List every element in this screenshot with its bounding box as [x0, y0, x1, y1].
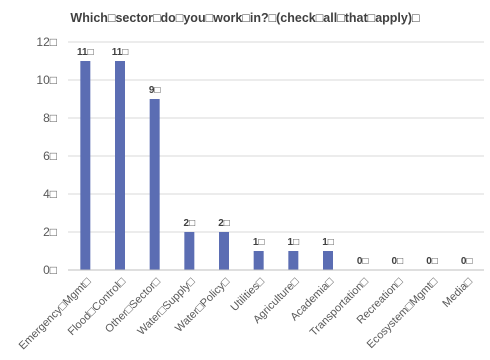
data-label: 1□: [288, 237, 300, 248]
data-label: 0□: [357, 256, 369, 267]
data-label: 11□: [77, 47, 94, 58]
category-label: Media□: [440, 275, 475, 310]
bar: [115, 61, 125, 270]
y-tick-label: 6□: [43, 149, 57, 163]
y-tick-label: 12□: [36, 35, 57, 49]
bar: [288, 251, 299, 270]
data-label: 0□: [392, 256, 404, 267]
gridlines: [68, 41, 484, 233]
bar: [219, 232, 229, 270]
chart-title: Which□sector□do□you□work□in?□(check□all□…: [70, 11, 420, 25]
bar: [80, 61, 91, 270]
bars: [80, 61, 333, 270]
y-tick-label: 0□: [43, 263, 57, 277]
y-tick-label: 2□: [43, 225, 57, 239]
y-tick-label: 10□: [36, 73, 57, 87]
y-tick-label: 4□: [43, 187, 57, 201]
bar: [149, 99, 160, 270]
x-axis-labels: Emergency□Mgmt□Flood□Control□Other□Secto…: [17, 275, 475, 352]
data-label: 0□: [461, 256, 473, 267]
y-axis-ticks: 0□ 2□ 4□ 6□ 8□ 10□ 12□: [36, 35, 57, 277]
data-label: 2□: [184, 218, 196, 229]
data-label: 0□: [426, 256, 438, 267]
y-tick-label: 8□: [43, 111, 57, 125]
data-label: 1□: [253, 237, 265, 248]
data-label: 11□: [112, 47, 129, 58]
bar: [184, 232, 195, 270]
data-label: 1□: [322, 237, 334, 248]
data-label: 2□: [218, 218, 230, 229]
bar: [253, 251, 264, 270]
data-label: 9□: [149, 85, 161, 96]
data-labels: 11□ 11□ 9□ 2□ 2□ 1□ 1□ 1□ 0□ 0□ 0□ 0□: [77, 47, 472, 267]
bar: [323, 251, 333, 270]
